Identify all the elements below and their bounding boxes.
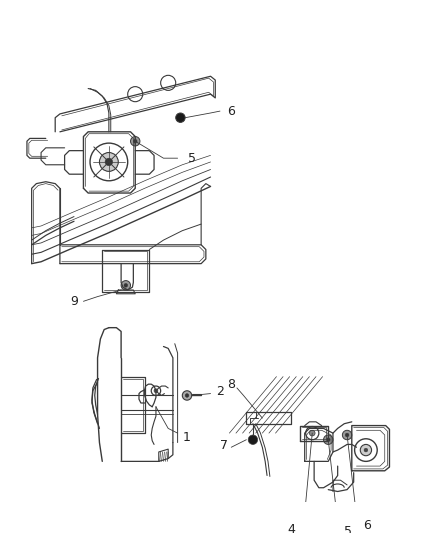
Circle shape [124, 284, 127, 287]
Text: 8: 8 [227, 378, 235, 391]
Circle shape [363, 448, 367, 452]
Circle shape [247, 435, 257, 445]
Circle shape [105, 158, 113, 166]
Circle shape [185, 393, 188, 397]
Circle shape [154, 389, 158, 393]
Circle shape [344, 433, 348, 437]
Circle shape [182, 391, 191, 400]
Text: 4: 4 [287, 523, 295, 533]
Circle shape [325, 438, 329, 442]
Text: 2: 2 [215, 385, 223, 398]
Circle shape [175, 113, 185, 123]
Text: 9: 9 [70, 295, 78, 308]
Circle shape [342, 430, 351, 440]
Text: 5: 5 [187, 152, 195, 165]
Text: 6: 6 [227, 104, 235, 118]
Text: 6: 6 [362, 519, 370, 532]
Circle shape [130, 136, 140, 146]
Circle shape [133, 139, 137, 143]
Text: 5: 5 [343, 526, 351, 533]
Circle shape [99, 152, 118, 172]
Text: 1: 1 [183, 431, 191, 445]
Text: 7: 7 [219, 439, 227, 452]
Circle shape [323, 435, 332, 445]
Circle shape [309, 430, 314, 436]
Circle shape [121, 280, 130, 290]
Circle shape [360, 445, 371, 456]
